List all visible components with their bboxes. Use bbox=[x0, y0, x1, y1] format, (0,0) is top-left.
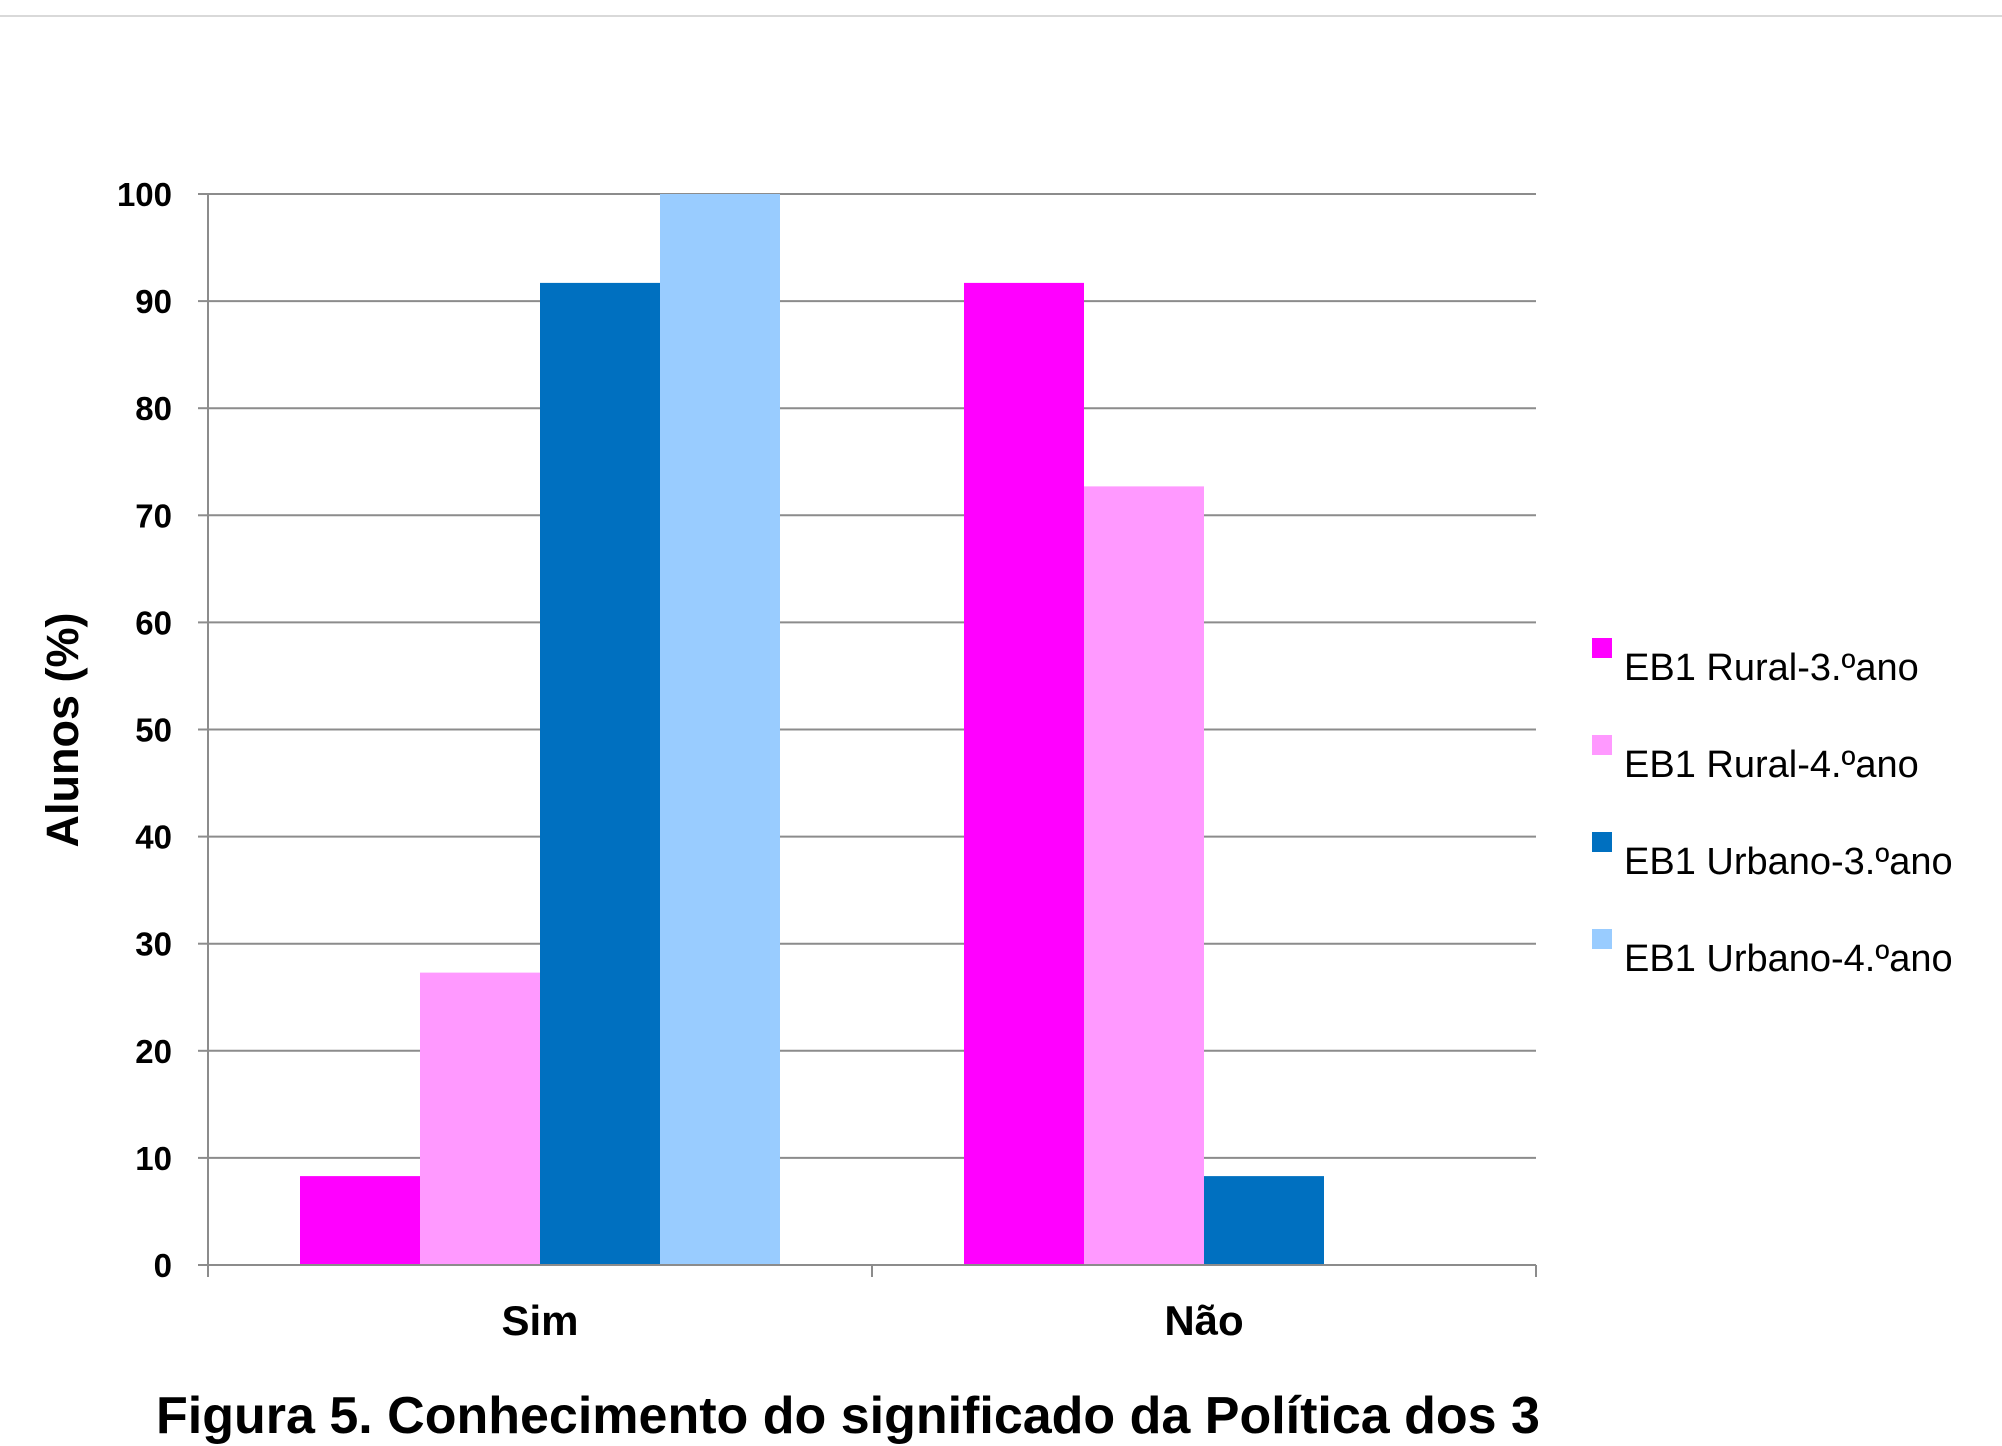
legend-label: EB1 Urbano-3.ºano bbox=[1624, 841, 1953, 883]
y-tick-label: 40 bbox=[135, 819, 172, 856]
y-tick-labels: 0 10 20 30 40 50 60 70 80 90 100 bbox=[117, 176, 172, 1284]
legend-label: EB1 Rural-4.ºano bbox=[1624, 744, 1919, 786]
y-tick-label: 50 bbox=[135, 712, 172, 749]
y-tick-label: 0 bbox=[154, 1247, 172, 1284]
x-category-label: Não bbox=[1164, 1297, 1243, 1344]
bar bbox=[1084, 486, 1204, 1265]
top-divider bbox=[0, 15, 2002, 17]
bar bbox=[540, 282, 660, 1265]
y-tick-label: 20 bbox=[135, 1033, 172, 1070]
figure-caption: Figura 5. Conhecimento do significado da… bbox=[156, 1387, 1540, 1445]
y-axis-title: Alunos (%) bbox=[37, 613, 88, 848]
bar-chart: 0 10 20 30 40 50 60 70 80 90 100 Sim Não Alunos (%)… bbox=[37, 176, 1953, 1344]
gridlines bbox=[208, 193, 1536, 1159]
axes bbox=[198, 193, 1537, 1277]
x-category-labels: Sim Não bbox=[501, 1297, 1243, 1344]
y-tick-label: 80 bbox=[135, 390, 172, 427]
bars bbox=[300, 194, 1324, 1265]
bar bbox=[660, 194, 780, 1265]
y-tick-label: 60 bbox=[135, 604, 172, 641]
y-tick-label: 90 bbox=[135, 283, 172, 320]
y-tick-label: 10 bbox=[135, 1140, 172, 1177]
y-tick-label: 100 bbox=[117, 176, 172, 213]
legend-swatch bbox=[1592, 638, 1612, 658]
bar bbox=[300, 1176, 420, 1265]
y-tick-label: 70 bbox=[135, 497, 172, 534]
y-tick-label: 30 bbox=[135, 926, 172, 963]
bar bbox=[420, 972, 540, 1265]
legend-label: EB1 Urbano-4.ºano bbox=[1624, 938, 1953, 980]
legend: EB1 Rural-3.ºano EB1 Rural-4.ºano EB1 Urba… bbox=[1592, 638, 1953, 980]
x-category-label: Sim bbox=[501, 1297, 578, 1344]
bar bbox=[1204, 1176, 1324, 1265]
legend-swatch bbox=[1592, 929, 1612, 949]
legend-label: EB1 Rural-3.ºano bbox=[1624, 647, 1919, 689]
legend-swatch bbox=[1592, 735, 1612, 755]
legend-swatch bbox=[1592, 832, 1612, 852]
bar bbox=[964, 282, 1084, 1265]
